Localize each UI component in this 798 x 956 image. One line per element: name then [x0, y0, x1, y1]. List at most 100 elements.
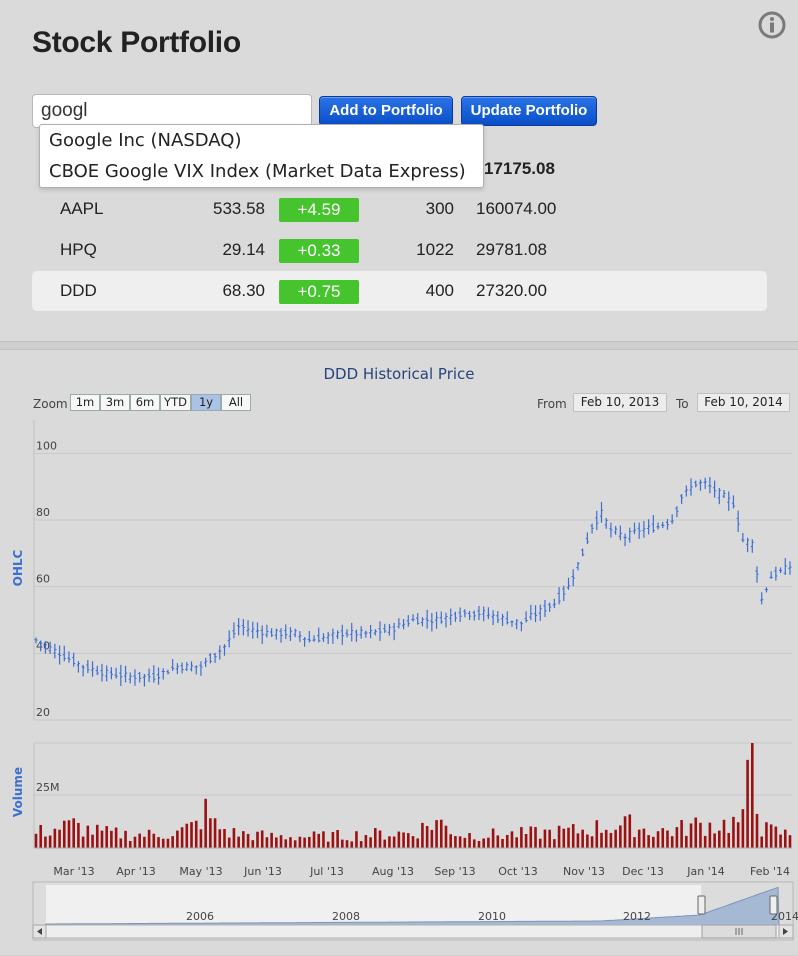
ohlc-y-tick-label: 60 — [36, 573, 50, 586]
to-label: To — [676, 397, 689, 411]
chevron-right-icon — [783, 928, 788, 935]
zoom-all-button[interactable]: All — [221, 394, 251, 411]
volume-bar — [647, 835, 650, 848]
volume-bar — [779, 834, 782, 848]
volume-bar — [275, 837, 278, 848]
volume-bar — [138, 833, 141, 848]
volume-bar — [392, 836, 396, 848]
volume-bar — [458, 836, 462, 848]
x-tick-label: Aug '13 — [372, 865, 414, 878]
table-row[interactable]: HPQ 29.14 +0.33 1022 29781.08 — [32, 230, 767, 270]
volume-bar — [232, 828, 236, 848]
volume-bar — [44, 836, 47, 848]
volume-bar — [746, 759, 749, 848]
table-row-selected[interactable]: DDD 68.30 +0.75 400 27320.00 — [32, 271, 767, 311]
zoom-ytd-button[interactable]: YTD — [160, 394, 191, 411]
ohlc-y-tick-label: 80 — [36, 506, 50, 519]
volume-bar — [680, 819, 683, 848]
ohlc-y-tick-label: 20 — [36, 706, 50, 719]
to-date-input[interactable]: Feb 10, 2014 — [697, 393, 790, 412]
volume-bar — [595, 820, 599, 848]
info-icon[interactable] — [757, 10, 787, 40]
volume-bar — [425, 826, 429, 848]
volume-bar — [326, 841, 330, 848]
volume-bar — [666, 830, 669, 848]
suggestion-item[interactable]: CBOE Google VIX Index (Market Data Expre… — [49, 161, 466, 182]
zoom-1y-button[interactable]: 1y — [191, 394, 221, 411]
volume-bar — [510, 831, 514, 848]
volume-bar — [468, 833, 471, 848]
quantity: 1022 — [416, 240, 454, 259]
volume-bar — [303, 837, 306, 848]
volume-bar — [256, 831, 259, 848]
volume-bar — [548, 829, 551, 848]
volume-tick-label: 25M — [36, 781, 60, 794]
volume-bar — [350, 841, 354, 848]
navigator-tick-label: 2008 — [332, 910, 360, 923]
price-chart[interactable]: DDD Historical Price 20 40 60 80 100 OHLC 25… — [0, 350, 798, 956]
volume-bar — [251, 840, 255, 848]
volume-bar — [538, 838, 542, 848]
volume-bar — [161, 838, 165, 848]
volume-bar — [416, 838, 420, 848]
volume-bar — [656, 831, 660, 848]
navigator-tick-labels: 2006 2008 2010 2012 2014 — [186, 910, 798, 923]
portfolio-panel: Stock Portfolio Add to Portfolio Update … — [0, 0, 798, 342]
x-tick-label: Mar '13 — [53, 865, 94, 878]
volume-bar — [91, 834, 94, 848]
navigator-tick-label: 2012 — [623, 910, 651, 923]
zoom-6m-button[interactable]: 6m — [130, 394, 160, 411]
volume-bar — [600, 832, 603, 848]
volume-bar — [652, 836, 655, 848]
volume-bar — [619, 825, 622, 848]
volume-bar — [95, 824, 99, 848]
volume-bar — [180, 827, 184, 848]
volume-series[interactable] — [34, 743, 792, 848]
from-date-input[interactable]: Feb 10, 2013 — [573, 393, 667, 412]
volume-bar — [505, 834, 509, 848]
volume-bar — [633, 837, 636, 848]
volume-bar — [741, 809, 745, 848]
volume-bar — [397, 831, 401, 848]
volume-bar — [58, 829, 61, 848]
volume-bar — [322, 831, 325, 848]
volume-bar — [223, 829, 226, 848]
add-to-portfolio-button[interactable]: Add to Portfolio — [319, 96, 453, 126]
ohlc-series[interactable] — [34, 477, 792, 687]
volume-bar — [284, 839, 288, 848]
volume-bar — [77, 822, 80, 848]
navigator-series — [45, 886, 780, 926]
volume-bar — [435, 820, 438, 848]
volume-bar — [67, 820, 71, 848]
volume-bar — [105, 826, 108, 848]
x-tick-label: Feb '14 — [750, 865, 790, 878]
volume-bar — [213, 818, 217, 848]
chart-panel: DDD Historical Price 20 40 60 80 100 OHLC 25… — [0, 349, 798, 955]
volume-bar — [590, 836, 594, 848]
navigator-right-handle[interactable] — [769, 895, 778, 915]
volume-bar — [472, 839, 476, 848]
zoom-1m-button[interactable]: 1m — [70, 394, 100, 411]
update-portfolio-button[interactable]: Update Portfolio — [461, 96, 597, 126]
zoom-3m-button[interactable]: 3m — [100, 394, 130, 411]
stock-search-input[interactable] — [32, 94, 312, 128]
x-tick-label: May '13 — [179, 865, 222, 878]
volume-bar — [727, 832, 731, 848]
ohlc-y-tick-label: 100 — [36, 439, 57, 452]
volume-bar — [760, 836, 764, 848]
x-tick-label: Sep '13 — [434, 865, 475, 878]
volume-bar — [571, 824, 575, 848]
volume-axis-label: Volume — [11, 767, 25, 817]
volume-bar — [609, 832, 613, 848]
chevron-left-icon — [37, 928, 42, 935]
chart-title: DDD Historical Price — [323, 365, 474, 383]
scrollbar-track[interactable] — [32, 924, 794, 939]
volume-bar — [345, 840, 349, 848]
table-row[interactable]: AAPL 533.58 +4.59 300 160074.00 — [32, 189, 767, 229]
suggestion-item[interactable]: Google Inc (NASDAQ) — [49, 130, 242, 151]
navigator-left-handle[interactable] — [697, 895, 706, 915]
volume-bar — [199, 829, 203, 848]
volume-bar — [34, 833, 38, 848]
volume-bar — [623, 816, 627, 848]
change-badge: +4.59 — [279, 198, 359, 222]
